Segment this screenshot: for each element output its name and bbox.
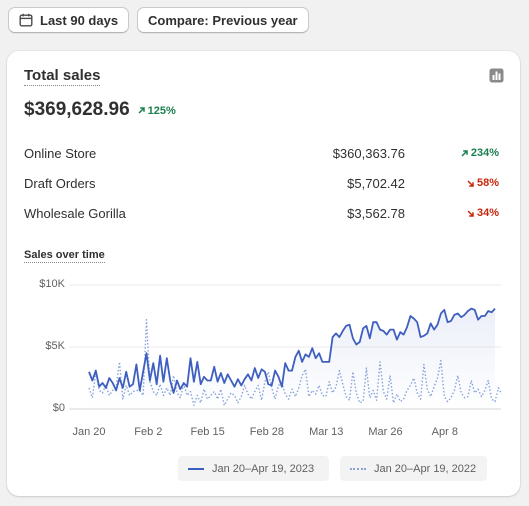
channel-change-value: 234%	[470, 147, 499, 159]
channel-row-online-store: Online Store $360,363.76 234%	[24, 138, 499, 168]
series-line-current	[88, 307, 496, 394]
series-area-current	[89, 308, 495, 409]
channel-amount: $3,562.78	[347, 205, 405, 221]
x-tick-label: Mar 13	[309, 426, 344, 438]
toolbar: Last 90 days Compare: Previous year	[8, 7, 309, 33]
legend-label: Jan 20–Apr 19, 2023	[212, 462, 315, 475]
channel-row-wholesale-gorilla: Wholesale Gorilla $3,562.78 34%	[24, 198, 499, 228]
bar-chart-icon[interactable]	[489, 68, 504, 83]
legend-item-current[interactable]: Jan 20–Apr 19, 2023	[178, 456, 329, 481]
compare-button[interactable]: Compare: Previous year	[137, 7, 309, 33]
channel-change: 58%	[466, 177, 499, 189]
channel-name: Online Store	[24, 145, 97, 161]
channel-name: Wholesale Gorilla	[24, 205, 126, 221]
channel-change-value: 34%	[476, 207, 499, 219]
arrow-down-right-icon	[467, 209, 474, 217]
total-change-badge: 125%	[137, 105, 176, 117]
total-change-value: 125%	[147, 104, 176, 117]
date-range-button[interactable]: Last 90 days	[8, 7, 130, 33]
y-tick-label: $0	[52, 402, 65, 414]
chart-title[interactable]: Sales over time	[24, 249, 105, 263]
arrow-up-right-icon	[461, 149, 468, 157]
channel-amount: $5,702.42	[347, 175, 405, 191]
x-tick-label: Apr 8	[431, 426, 458, 438]
channel-row-draft-orders: Draft Orders $5,702.42 58%	[24, 168, 499, 198]
arrow-down-right-icon	[467, 179, 474, 187]
x-tick-label: Feb 15	[190, 426, 225, 438]
total-sales-card: Total sales $369,628.96 125% Online Stor…	[7, 51, 520, 496]
legend-label: Jan 20–Apr 19, 2022	[374, 462, 477, 475]
y-tick-label: $5K	[45, 340, 65, 352]
y-tick-label: $10K	[39, 278, 65, 290]
arrow-up-right-icon	[138, 107, 145, 114]
compare-label: Compare: Previous year	[148, 12, 298, 28]
x-tick-label: Jan 20	[72, 426, 106, 438]
calendar-icon	[19, 13, 33, 27]
x-tick-label: Feb 2	[134, 426, 163, 438]
card-title[interactable]: Total sales	[24, 67, 101, 86]
legend-item-previous[interactable]: Jan 20–Apr 19, 2022	[340, 456, 487, 481]
x-tick-label: Feb 28	[249, 426, 285, 438]
channel-change: 34%	[466, 207, 499, 219]
channel-change-value: 58%	[476, 177, 499, 189]
solid-line-swatch	[188, 467, 204, 470]
sales-chart-svg	[69, 284, 503, 410]
total-sales: $369,628.96 125%	[24, 99, 176, 121]
x-tick-label: Mar 26	[368, 426, 403, 438]
total-amount: $369,628.96	[24, 99, 130, 120]
channel-name: Draft Orders	[24, 175, 96, 191]
channel-breakdown: Online Store $360,363.76 234% Draft Orde…	[24, 138, 499, 228]
channel-change: 234%	[460, 147, 499, 159]
channel-amount: $360,363.76	[332, 145, 405, 161]
dotted-line-swatch	[350, 467, 366, 470]
date-range-label: Last 90 days	[40, 12, 119, 28]
